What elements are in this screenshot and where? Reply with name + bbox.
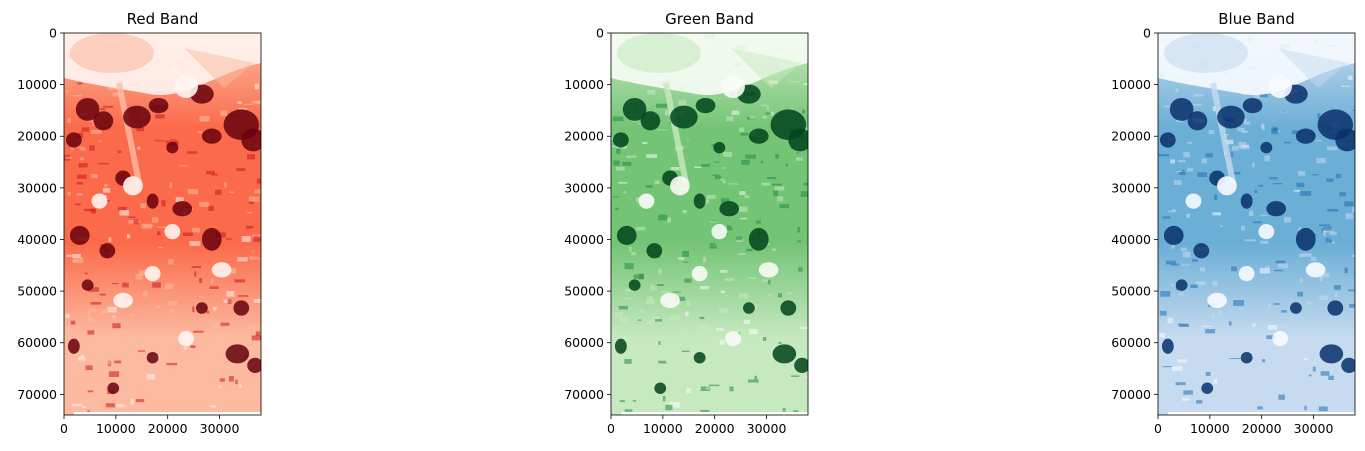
y-tick-label: 40000 — [1111, 232, 1151, 247]
x-tick-label: 10000 — [1190, 421, 1230, 436]
band-image — [611, 33, 808, 415]
x-tick-label: 20000 — [695, 421, 735, 436]
y-tick-label: 20000 — [564, 129, 604, 144]
panel-1: Red Band 0 10000 20000 30000 0 10000 20000 30000… — [17, 10, 262, 436]
axes-frame — [63, 32, 262, 416]
x-tick-label: 0 — [60, 421, 68, 436]
x-tick-label: 20000 — [148, 421, 188, 436]
x-tick-label: 0 — [1154, 421, 1162, 436]
y-tick-label: 60000 — [17, 335, 57, 350]
x-tick-label: 30000 — [200, 421, 240, 436]
panel-2: Green Band 0 10000 20000 30000 0 10000 20000 300… — [564, 10, 809, 436]
y-tick-label: 0 — [1143, 26, 1151, 41]
y-tick-label: 30000 — [564, 180, 604, 195]
y-tick-label: 40000 — [564, 232, 604, 247]
panel-3: Blue Band 0 10000 20000 30000 0 10000 20000 3000… — [1111, 10, 1356, 436]
x-tick-label: 30000 — [747, 421, 787, 436]
y-tick-label: 50000 — [564, 284, 604, 299]
panel-title: Red Band — [127, 10, 199, 28]
panel-title: Green Band — [665, 10, 754, 28]
panel-title: Blue Band — [1218, 10, 1294, 28]
y-tick-label: 40000 — [17, 232, 57, 247]
y-tick-label: 10000 — [17, 77, 57, 92]
y-tick-label: 60000 — [564, 335, 604, 350]
x-tick-label: 30000 — [1294, 421, 1334, 436]
y-tick-label: 20000 — [17, 129, 57, 144]
y-tick-label: 70000 — [17, 387, 57, 402]
axes-frame — [610, 32, 809, 416]
y-tick-label: 70000 — [1111, 387, 1151, 402]
y-tick-label: 20000 — [1111, 129, 1151, 144]
y-tick-label: 60000 — [1111, 335, 1151, 350]
band-image — [64, 33, 261, 415]
y-tick-label: 30000 — [1111, 180, 1151, 195]
x-tick-label: 0 — [607, 421, 615, 436]
band-image — [1158, 33, 1355, 415]
axes-frame — [1157, 32, 1356, 416]
y-tick-label: 0 — [596, 26, 604, 41]
x-tick-label: 10000 — [96, 421, 136, 436]
y-tick-label: 50000 — [1111, 284, 1151, 299]
y-tick-label: 30000 — [17, 180, 57, 195]
y-tick-label: 10000 — [1111, 77, 1151, 92]
y-tick-label: 50000 — [17, 284, 57, 299]
x-tick-label: 20000 — [1242, 421, 1282, 436]
y-tick-label: 70000 — [564, 387, 604, 402]
x-tick-label: 10000 — [643, 421, 683, 436]
y-tick-label: 10000 — [564, 77, 604, 92]
y-tick-label: 0 — [49, 26, 57, 41]
